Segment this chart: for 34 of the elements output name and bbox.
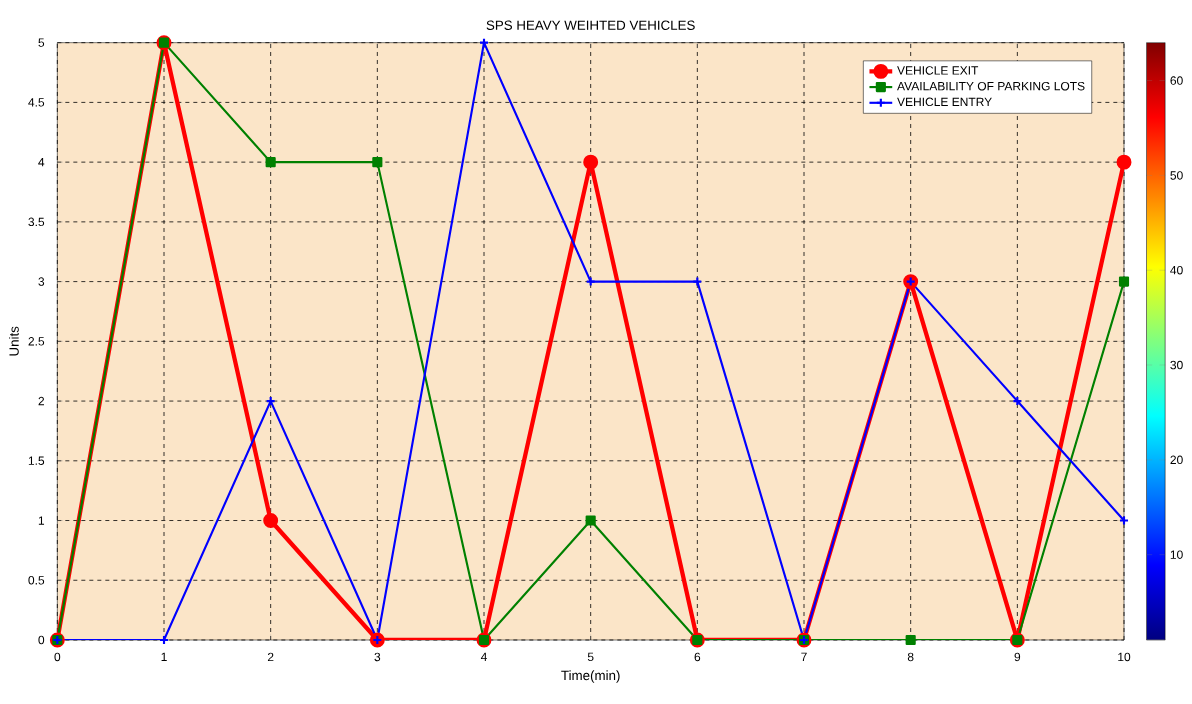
y-tick-label: 2: [38, 396, 45, 406]
x-tick-label: 2: [267, 652, 274, 662]
y-axis-title: Units: [9, 326, 19, 356]
x-tick-label: 6: [694, 652, 701, 662]
chart-title: SPS HEAVY WEIHTED VEHICLES: [486, 20, 695, 30]
color-bar-label: 40: [1170, 265, 1183, 275]
x-tick-label: 0: [54, 652, 61, 662]
y-tick-label: 2.5: [28, 337, 45, 346]
x-tick-label: 1: [161, 652, 167, 661]
color-bar-label: 50: [1170, 171, 1183, 180]
x-tick-label: 3: [374, 652, 381, 662]
color-bar-label: 30: [1170, 360, 1183, 370]
x-tick-label: 5: [587, 652, 594, 662]
y-tick-label: 0: [38, 635, 45, 645]
y-tick-label: 1: [38, 516, 45, 525]
y-tick-label: 3.5: [28, 217, 45, 227]
x-tick-label: 4: [480, 652, 487, 661]
legend-label: AVAILABILITY OF PARKING LOTS: [897, 81, 1085, 91]
legend-label: VEHICLE ENTRY: [897, 97, 992, 107]
y-tick-label: 0.5: [28, 576, 45, 585]
color-bar-label: 10: [1170, 550, 1183, 559]
x-tick-label: 10: [1118, 652, 1131, 662]
legend-label: VEHICLE EXIT: [897, 66, 979, 75]
y-tick-label: 1.5: [28, 456, 45, 465]
y-tick-label: 3: [38, 277, 45, 286]
x-axis-title: Time(min): [561, 670, 620, 683]
x-tick-label: 8: [907, 652, 914, 662]
color-bar-label: 20: [1170, 455, 1183, 465]
color-bar-label: 60: [1170, 76, 1183, 85]
x-tick-label: 7: [801, 652, 807, 661]
y-tick-label: 4: [38, 158, 45, 167]
y-tick-label: 4.5: [28, 98, 45, 107]
x-tick-label: 9: [1014, 652, 1021, 662]
y-tick-label: 5: [38, 38, 45, 47]
